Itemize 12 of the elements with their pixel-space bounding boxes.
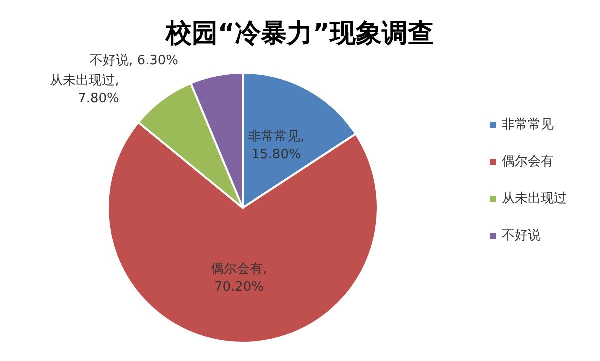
text: 7.80%	[78, 91, 120, 106]
category-label: 不好说, 6.30%	[90, 53, 179, 68]
category-label: 偶尔会有,	[211, 262, 268, 277]
text: 70.20%	[214, 280, 264, 295]
category-label: 从未出现过,	[50, 73, 120, 88]
category-label: 非常常见,	[248, 129, 305, 144]
legend-label: 不好说	[502, 228, 541, 244]
text: 15.80%	[252, 147, 302, 162]
chart-title: 校园“冷暴力”现象调查	[164, 19, 434, 49]
legend-label: 从未出现过	[502, 192, 567, 206]
legend-label: 偶尔会有	[502, 154, 554, 170]
legend-label: 非常常见	[502, 118, 554, 132]
